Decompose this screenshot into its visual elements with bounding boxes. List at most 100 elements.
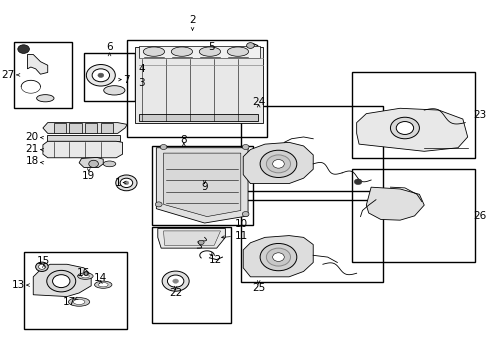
Polygon shape [43, 141, 122, 158]
Ellipse shape [37, 95, 54, 102]
Polygon shape [47, 135, 120, 140]
Ellipse shape [171, 47, 192, 56]
Ellipse shape [199, 47, 220, 56]
Text: 16: 16 [77, 268, 90, 278]
Circle shape [353, 179, 361, 185]
Circle shape [272, 253, 284, 261]
Text: 2: 2 [189, 15, 196, 26]
Bar [85, 123, 97, 134]
Circle shape [155, 202, 162, 207]
Text: 7: 7 [122, 75, 129, 85]
Text: 13: 13 [12, 280, 25, 290]
Text: 10: 10 [235, 219, 248, 229]
Bar [84, 53, 134, 101]
Polygon shape [79, 157, 103, 167]
Polygon shape [139, 45, 260, 58]
Ellipse shape [68, 298, 89, 306]
Text: 12: 12 [209, 255, 222, 265]
Circle shape [266, 248, 290, 266]
Text: 1: 1 [114, 177, 121, 188]
Circle shape [172, 279, 178, 283]
Text: 24: 24 [251, 97, 265, 107]
Circle shape [39, 264, 45, 269]
Circle shape [120, 178, 132, 188]
Circle shape [116, 175, 137, 191]
Text: 26: 26 [473, 211, 486, 221]
Ellipse shape [98, 283, 108, 287]
Text: 23: 23 [473, 111, 486, 121]
Polygon shape [163, 231, 220, 245]
Text: 20: 20 [26, 132, 39, 142]
Circle shape [167, 275, 183, 287]
Bar [240, 107, 383, 191]
Ellipse shape [143, 47, 164, 56]
Circle shape [260, 243, 296, 271]
Text: 5: 5 [208, 42, 215, 52]
Polygon shape [243, 235, 313, 277]
Circle shape [86, 64, 115, 86]
Bar [69, 123, 81, 134]
Circle shape [98, 73, 103, 77]
Polygon shape [33, 264, 91, 297]
Circle shape [242, 212, 248, 217]
Circle shape [36, 262, 48, 271]
Polygon shape [156, 148, 247, 223]
Text: 11: 11 [235, 231, 248, 240]
Bar [127, 40, 267, 137]
Bar [53, 123, 65, 134]
Circle shape [89, 160, 98, 167]
Circle shape [92, 69, 109, 82]
Text: 18: 18 [25, 156, 39, 166]
Text: 8: 8 [180, 135, 187, 145]
Ellipse shape [103, 86, 125, 95]
Text: 14: 14 [94, 273, 107, 283]
Circle shape [198, 240, 203, 244]
Circle shape [242, 144, 248, 149]
Bar [151, 226, 231, 323]
Circle shape [395, 122, 413, 134]
Circle shape [124, 181, 128, 185]
Bar [101, 123, 113, 134]
Text: 27: 27 [1, 70, 15, 80]
Text: 3: 3 [138, 78, 145, 88]
Circle shape [162, 271, 189, 291]
Bar [151, 146, 252, 225]
Text: 9: 9 [201, 182, 207, 192]
Circle shape [160, 144, 166, 149]
Text: 6: 6 [106, 42, 113, 52]
Ellipse shape [81, 274, 89, 278]
Ellipse shape [73, 300, 85, 305]
Bar [14, 42, 72, 108]
Text: 15: 15 [37, 256, 50, 266]
Ellipse shape [94, 281, 112, 288]
Bar [23, 252, 127, 329]
Circle shape [272, 159, 284, 168]
Text: 25: 25 [251, 283, 265, 293]
Bar [351, 72, 474, 158]
Circle shape [52, 275, 70, 288]
Text: 22: 22 [169, 288, 182, 298]
Polygon shape [134, 47, 262, 123]
Polygon shape [158, 228, 225, 248]
Ellipse shape [227, 47, 248, 56]
Bar [351, 169, 474, 262]
Polygon shape [366, 187, 424, 220]
Polygon shape [27, 54, 48, 74]
Polygon shape [243, 142, 313, 184]
Bar [139, 114, 257, 121]
Ellipse shape [78, 273, 93, 279]
Circle shape [18, 45, 29, 53]
Circle shape [246, 42, 254, 48]
Circle shape [389, 117, 419, 139]
Text: 17: 17 [62, 297, 76, 307]
Text: 21: 21 [25, 144, 39, 154]
Polygon shape [356, 108, 467, 151]
Circle shape [47, 270, 76, 292]
Polygon shape [43, 123, 127, 134]
Circle shape [260, 150, 296, 177]
Bar [240, 200, 383, 282]
Ellipse shape [103, 161, 116, 167]
Text: 19: 19 [82, 171, 95, 181]
Circle shape [266, 155, 290, 173]
Text: 4: 4 [138, 64, 145, 74]
